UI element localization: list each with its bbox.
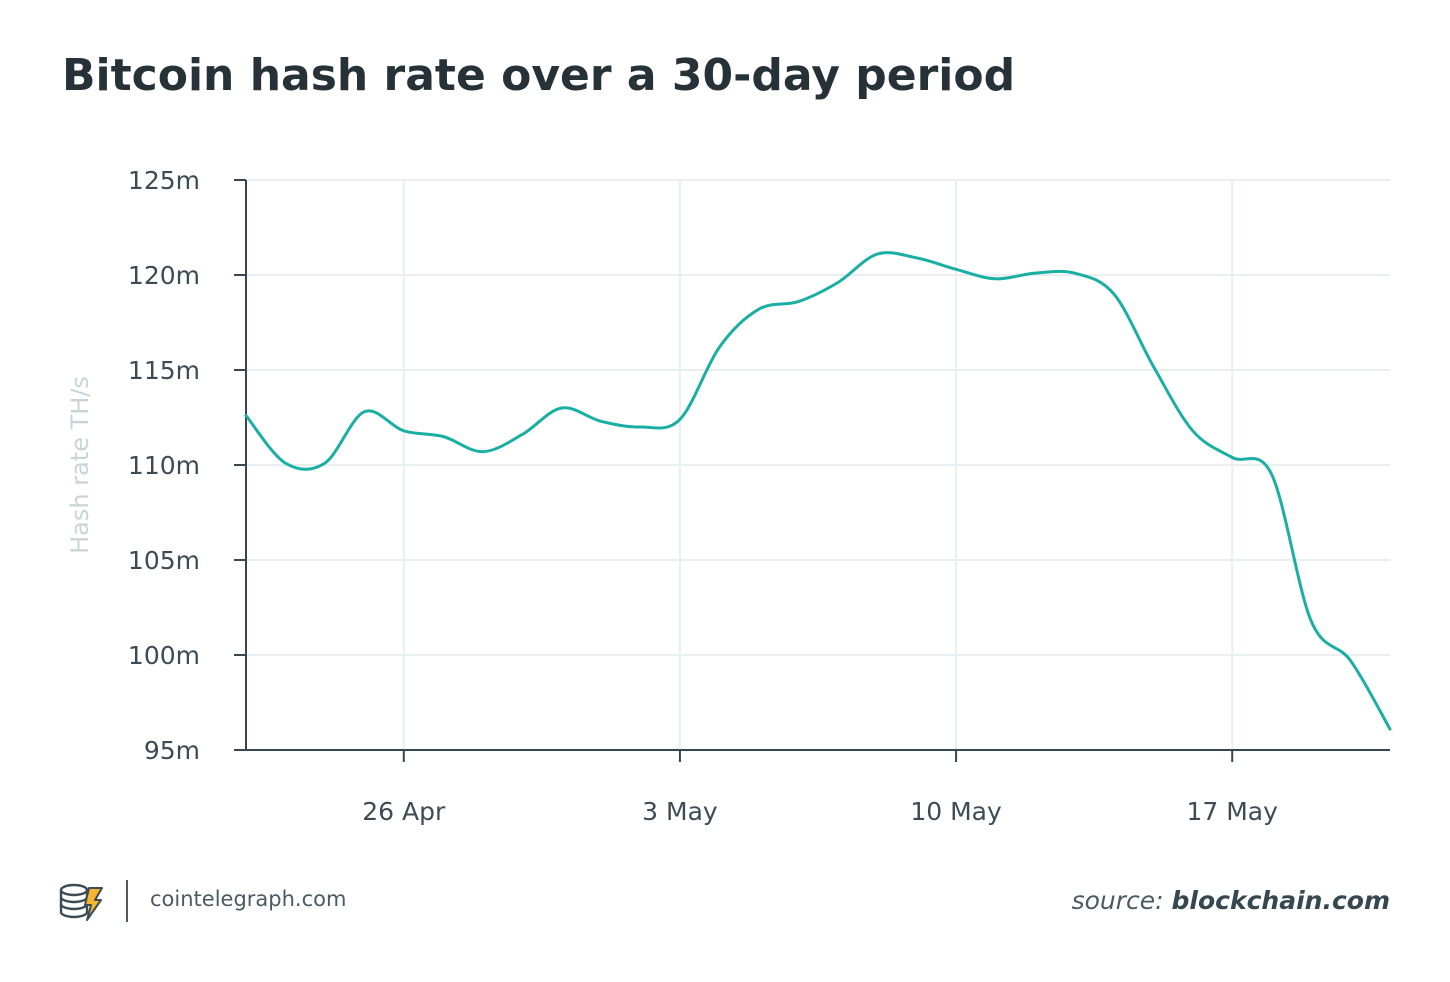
x-tick-label: 26 Apr — [362, 797, 446, 826]
chart-title: Bitcoin hash rate over a 30-day period — [62, 50, 1016, 101]
series-layer — [244, 251, 1392, 731]
series-line — [244, 251, 1392, 731]
y-tick-label: 95m — [144, 736, 200, 765]
tick-labels: 95m 100m 105m 110m 115m 120m 125m 26 Apr 3 May 10… — [128, 166, 1278, 826]
axes — [234, 179, 1390, 762]
y-tick-label: 100m — [128, 641, 200, 670]
y-tick-label: 120m — [128, 261, 200, 290]
y-axis-label: Hash rate TH/s — [66, 376, 94, 554]
site-name: cointelegraph.com — [150, 887, 347, 911]
x-tick-label: 17 May — [1186, 797, 1278, 826]
footer-divider — [126, 880, 128, 922]
y-tick-label: 110m — [128, 451, 200, 480]
y-tick-label: 105m — [128, 546, 200, 575]
y-tick-label: 115m — [128, 356, 200, 385]
cointelegraph-logo-icon — [59, 883, 103, 921]
x-tick-label: 3 May — [642, 797, 718, 826]
source-credit: source: blockchain.com — [1072, 886, 1390, 915]
source-name: blockchain.com — [1171, 886, 1390, 915]
grid — [246, 179, 1390, 751]
source-label: source: — [1071, 886, 1164, 915]
x-tick-label: 10 May — [910, 797, 1002, 826]
y-tick-label: 125m — [128, 166, 200, 195]
